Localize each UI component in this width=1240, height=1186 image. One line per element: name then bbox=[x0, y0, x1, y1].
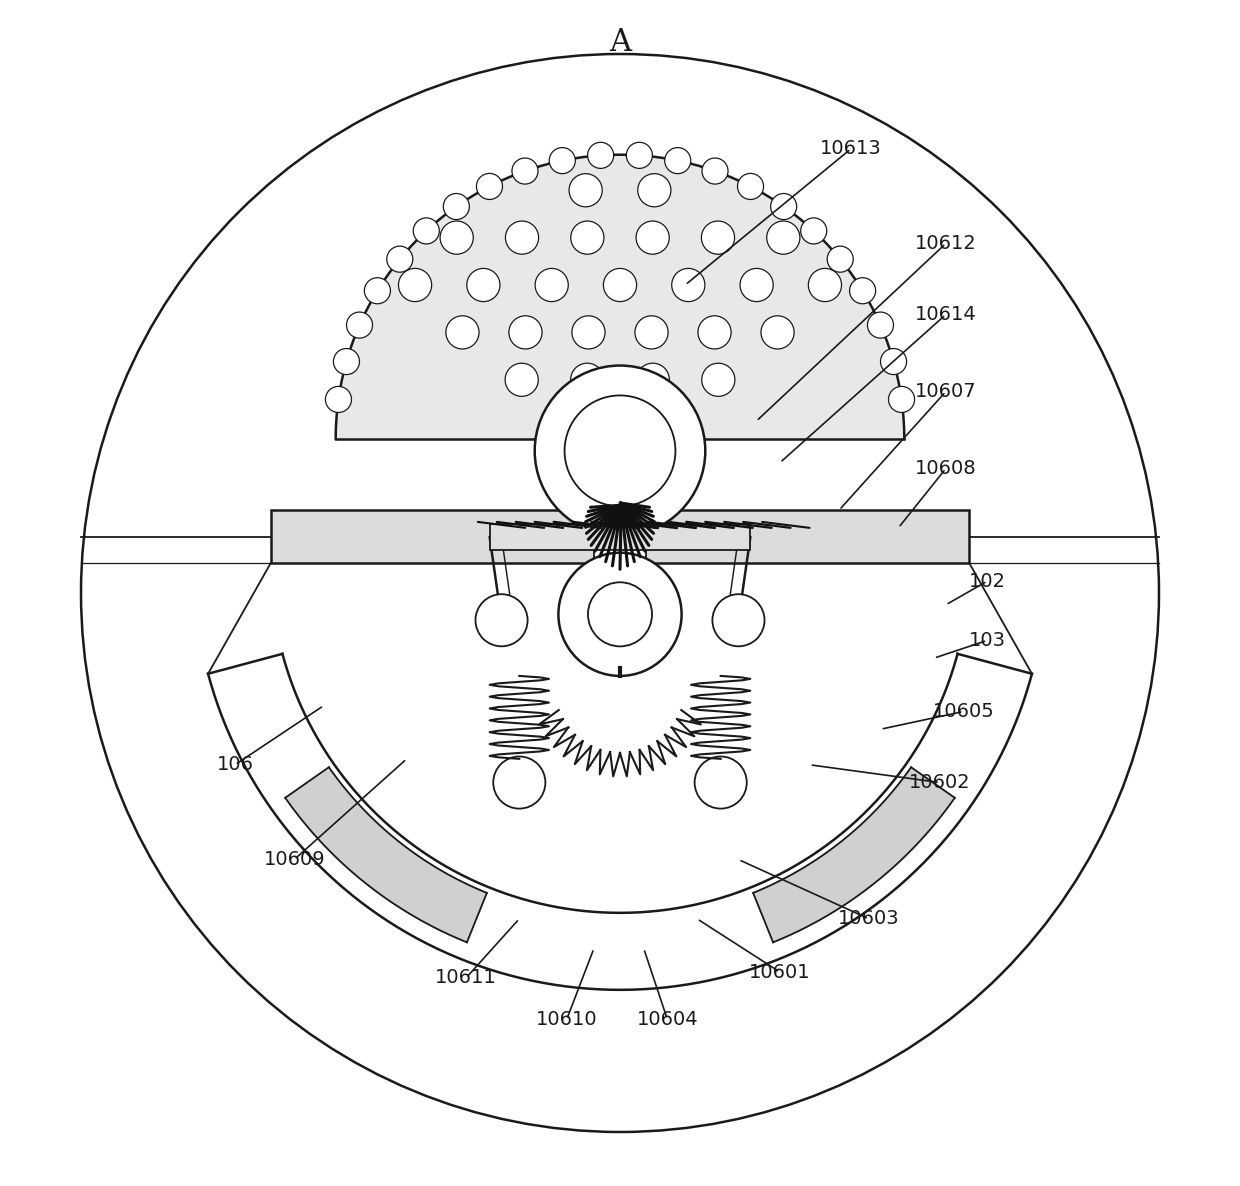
Text: 10603: 10603 bbox=[838, 910, 899, 929]
Circle shape bbox=[604, 268, 636, 301]
Text: 103: 103 bbox=[968, 631, 1006, 650]
Text: 10613: 10613 bbox=[820, 139, 882, 158]
Text: A: A bbox=[609, 26, 631, 58]
Circle shape bbox=[570, 221, 604, 254]
Circle shape bbox=[702, 158, 728, 184]
Text: 10602: 10602 bbox=[909, 773, 971, 792]
Circle shape bbox=[505, 363, 538, 396]
Circle shape bbox=[770, 193, 796, 219]
Circle shape bbox=[365, 278, 391, 304]
Circle shape bbox=[801, 218, 827, 244]
Circle shape bbox=[569, 173, 603, 206]
Text: 10610: 10610 bbox=[536, 1010, 598, 1029]
Circle shape bbox=[440, 221, 474, 254]
Circle shape bbox=[880, 349, 906, 375]
Circle shape bbox=[702, 363, 735, 396]
Circle shape bbox=[738, 173, 764, 199]
Circle shape bbox=[637, 173, 671, 206]
Circle shape bbox=[475, 594, 527, 646]
Polygon shape bbox=[753, 767, 955, 943]
Circle shape bbox=[636, 221, 670, 254]
Circle shape bbox=[558, 553, 682, 676]
Circle shape bbox=[672, 268, 704, 301]
Circle shape bbox=[334, 349, 360, 375]
Circle shape bbox=[398, 268, 432, 301]
Text: 10605: 10605 bbox=[932, 702, 994, 721]
Text: 102: 102 bbox=[968, 572, 1006, 591]
Circle shape bbox=[868, 312, 894, 338]
Circle shape bbox=[665, 147, 691, 173]
Circle shape bbox=[446, 315, 479, 349]
Circle shape bbox=[761, 315, 794, 349]
Text: 10614: 10614 bbox=[915, 305, 977, 324]
Circle shape bbox=[506, 221, 538, 254]
Circle shape bbox=[588, 582, 652, 646]
Circle shape bbox=[698, 315, 732, 349]
Circle shape bbox=[508, 315, 542, 349]
Text: 10601: 10601 bbox=[749, 963, 811, 982]
Circle shape bbox=[346, 312, 372, 338]
Circle shape bbox=[466, 268, 500, 301]
Circle shape bbox=[494, 757, 546, 809]
Polygon shape bbox=[285, 767, 487, 943]
Text: 10612: 10612 bbox=[915, 234, 977, 253]
Text: 10607: 10607 bbox=[915, 382, 977, 401]
Circle shape bbox=[553, 398, 585, 432]
Circle shape bbox=[549, 147, 575, 173]
Circle shape bbox=[740, 268, 774, 301]
Circle shape bbox=[564, 395, 676, 506]
Circle shape bbox=[889, 387, 915, 413]
Circle shape bbox=[702, 221, 734, 254]
Circle shape bbox=[849, 278, 875, 304]
Circle shape bbox=[636, 363, 670, 396]
Circle shape bbox=[476, 173, 502, 199]
Circle shape bbox=[444, 193, 470, 219]
Circle shape bbox=[572, 315, 605, 349]
Bar bbox=[490, 524, 750, 550]
Circle shape bbox=[694, 757, 746, 809]
Circle shape bbox=[808, 268, 842, 301]
Circle shape bbox=[713, 594, 765, 646]
Circle shape bbox=[766, 221, 800, 254]
Circle shape bbox=[512, 158, 538, 184]
Circle shape bbox=[827, 247, 853, 273]
Circle shape bbox=[655, 398, 687, 432]
Circle shape bbox=[81, 55, 1159, 1131]
Circle shape bbox=[626, 142, 652, 168]
Circle shape bbox=[635, 315, 668, 349]
Circle shape bbox=[588, 142, 614, 168]
Circle shape bbox=[387, 247, 413, 273]
Circle shape bbox=[325, 387, 351, 413]
Text: 10608: 10608 bbox=[915, 459, 977, 478]
Circle shape bbox=[534, 365, 706, 536]
Polygon shape bbox=[336, 154, 904, 439]
Bar bbox=[594, 536, 646, 623]
Bar bbox=[270, 510, 970, 563]
Text: 10604: 10604 bbox=[636, 1010, 698, 1029]
Text: 10609: 10609 bbox=[263, 850, 325, 869]
Circle shape bbox=[570, 363, 604, 396]
Circle shape bbox=[413, 218, 439, 244]
Text: 106: 106 bbox=[217, 755, 253, 774]
Circle shape bbox=[536, 268, 568, 301]
Text: 10611: 10611 bbox=[435, 969, 497, 988]
